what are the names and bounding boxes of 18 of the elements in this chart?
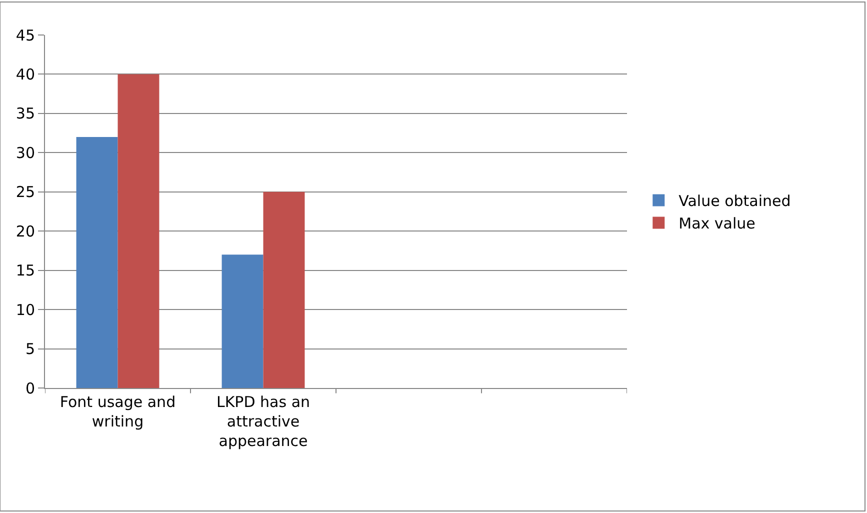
- y-tick-label: 10: [16, 300, 35, 319]
- legend-label: Max value: [678, 214, 756, 233]
- y-tick-label: 25: [16, 183, 35, 202]
- x-tick-label: LKPD has an attractive appearance: [216, 393, 310, 450]
- y-tick-label: 0: [25, 379, 35, 398]
- bar: [222, 254, 264, 388]
- y-tick-label: 40: [16, 65, 35, 84]
- x-tick-label: Font usage and writing: [60, 393, 176, 430]
- y-tick-label: 45: [16, 26, 35, 44]
- bar: [118, 74, 160, 388]
- y-tick-label: 20: [16, 222, 35, 240]
- y-tick-label: 5: [25, 340, 35, 358]
- y-tick-label: 30: [16, 144, 35, 162]
- y-tick-label: 35: [16, 104, 35, 123]
- bar: [263, 192, 305, 388]
- bar: [76, 136, 118, 388]
- legend-label: Value obtained: [678, 192, 791, 210]
- y-tick-label: 15: [16, 262, 35, 280]
